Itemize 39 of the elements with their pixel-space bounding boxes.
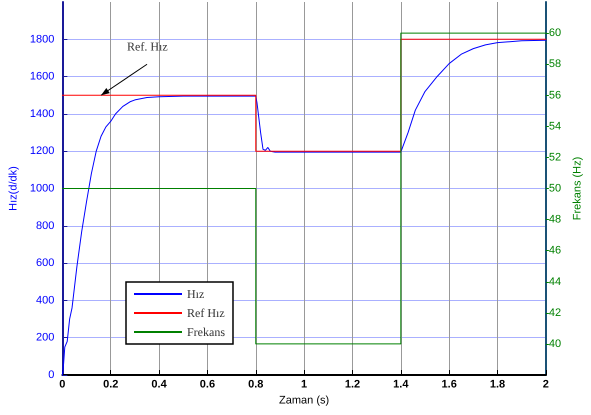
y-tick-label: 1000 [30,182,54,194]
y2-tick-label: 54 [548,120,562,132]
x-tick-label: 1.6 [442,378,457,390]
x-tick-label: 1.8 [490,378,506,390]
x-tick-label: 1.4 [393,378,410,390]
y2-tick-label: 60 [548,27,562,40]
legend-label: Ref Hız [187,306,225,320]
y-tick-label: 0 [48,369,54,381]
y-tick-label: 1400 [30,108,54,120]
annotation: Ref. Hız [127,39,168,54]
x-tick-label: 2 [542,378,549,390]
x-tick-label: 0.4 [151,378,168,390]
y-tick-label: 400 [36,294,54,306]
y2-tick-label: 52 [548,151,562,164]
y2-tick-label: 56 [548,89,562,102]
x-tick-label: 1 [301,378,308,390]
y-tick-label: 200 [36,332,54,344]
y2-tick-label: 58 [548,58,562,70]
y2-tick-label: 46 [548,244,562,257]
x-tick-label: 0.8 [248,378,264,390]
y-tick-label: 1200 [30,145,54,158]
y2-tick-label: 50 [548,182,562,194]
y-tick-label: 600 [36,257,54,270]
y2-tick-label: 42 [548,306,562,319]
y2-axis-title: Frekans (Hz) [572,156,584,220]
x-tick-label: 0.6 [200,378,216,390]
y2-tick-label: 40 [548,338,562,350]
y-tick-label: 800 [36,220,54,232]
y2-tick-label: 44 [548,276,562,288]
x-axis-title: Zaman (s) [279,394,330,406]
legend-label: Hız [187,287,204,301]
y-axis-title: Hız(d/dk) [8,166,20,211]
y-tick-label: 1800 [30,33,54,46]
y-tick-label: 1600 [30,70,54,83]
legend-label: Frekans [187,325,226,339]
x-tick-label: 0.2 [103,378,118,390]
y2-tick-label: 48 [548,214,562,226]
x-tick-label: 1.2 [344,378,360,390]
x-tick-label: 0 [59,378,66,390]
